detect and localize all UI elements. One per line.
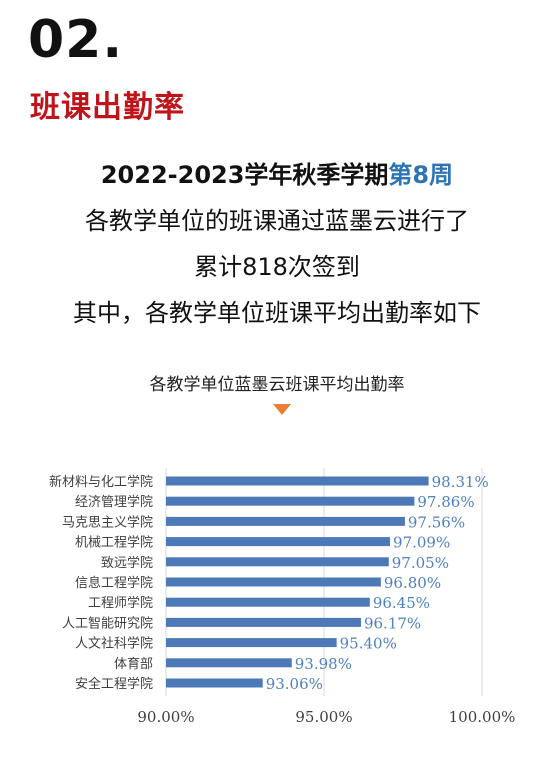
section-title: 班课出勤率 <box>30 90 185 125</box>
attendance-bar-chart: 新材料与化工学院 98.31% 经济管理学院 97.86% 马克思主义学院 97.56% 机… <box>49 468 516 726</box>
category-label: 安全工程学院 <box>75 676 153 692</box>
intro-line-summary: 其中，各教学单位班课平均出勤率如下 <box>73 299 481 327</box>
data-label: 93.06% <box>266 675 323 693</box>
category-label: 工程师学院 <box>88 595 153 611</box>
intro-semester: 2022-2023学年秋季学期 <box>100 161 389 189</box>
data-label: 97.56% <box>408 513 465 531</box>
data-label: 96.45% <box>373 594 430 612</box>
category-label: 人工智能研究院 <box>62 616 153 631</box>
bar <box>166 678 263 688</box>
category-label: 体育部 <box>114 656 153 672</box>
category-label: 致远学院 <box>101 555 153 571</box>
bar <box>166 638 337 648</box>
data-label: 96.17% <box>364 614 421 632</box>
intro-line-checkins: 累计818次签到 <box>194 253 360 281</box>
category-label: 人文社科学院 <box>75 636 153 652</box>
category-label: 新材料与化工学院 <box>49 474 153 490</box>
bar <box>166 617 361 627</box>
data-label: 97.09% <box>393 534 450 552</box>
data-label: 96.80% <box>384 574 441 592</box>
bar <box>166 658 292 668</box>
bar <box>166 496 415 506</box>
data-label: 98.31% <box>432 473 489 491</box>
intro-text: 2022-2023学年秋季学期第8周 各教学单位的班课通过蓝墨云进行了 累计81… <box>0 152 554 336</box>
category-label: 信息工程学院 <box>75 575 153 591</box>
data-label: 97.05% <box>392 554 449 572</box>
bar <box>166 516 405 526</box>
chart-title: 各教学单位蓝墨云班课平均出勤率 <box>149 375 405 395</box>
bar <box>166 597 370 607</box>
bar <box>166 537 391 547</box>
x-tick-label: 95.00% <box>295 708 352 726</box>
x-tick-label: 100.00% <box>449 708 516 726</box>
intro-week: 第8周 <box>388 161 454 189</box>
intro-line-units: 各教学单位的班课通过蓝墨云进行了 <box>85 207 469 235</box>
section-number: 02. <box>28 10 124 70</box>
data-label: 97.86% <box>417 493 474 511</box>
intro-line-semester: 2022-2023学年秋季学期第8周 <box>0 152 554 198</box>
data-label: 93.98% <box>295 655 352 673</box>
category-label: 机械工程学院 <box>75 535 153 551</box>
down-triangle-icon <box>273 404 291 415</box>
bar <box>166 577 381 587</box>
bar <box>166 476 429 486</box>
bar <box>166 557 389 567</box>
data-label: 95.40% <box>340 635 397 653</box>
category-label: 经济管理学院 <box>75 494 153 510</box>
category-label: 马克思主义学院 <box>62 514 153 530</box>
x-tick-label: 90.00% <box>137 708 194 726</box>
